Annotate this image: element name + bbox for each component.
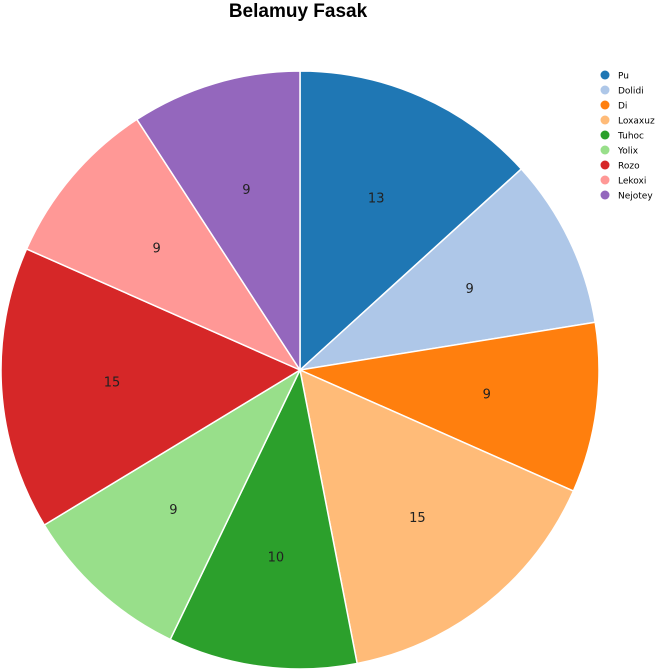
legend-item-lekoxi: Lekoxi bbox=[600, 175, 646, 187]
legend-item-tuhoc: Tuhoc bbox=[600, 130, 644, 142]
data-label-tuhoc: 10 bbox=[268, 550, 285, 565]
legend-item-nejotey: Nejotey bbox=[600, 190, 653, 202]
legend-item-dolidi: Dolidi bbox=[600, 85, 644, 97]
data-label-dolidi: 9 bbox=[466, 282, 474, 297]
data-label-pu: 13 bbox=[368, 191, 385, 206]
pie-slice-rozo bbox=[0, 247, 302, 527]
legend-label-rozo: Rozo bbox=[618, 162, 640, 172]
chart-title: Belamuy Fasak bbox=[229, 1, 368, 22]
legend-item-yolix: Yolix bbox=[600, 145, 639, 157]
pie-slice-yolix bbox=[43, 368, 302, 641]
legend-marker-dolidi bbox=[600, 85, 610, 95]
pie-slice-lekoxi bbox=[25, 118, 303, 372]
data-label-loxaxuz: 15 bbox=[409, 511, 426, 526]
legend-marker-di bbox=[600, 100, 610, 110]
legend-marker-pu bbox=[600, 70, 610, 80]
legend-label-lekoxi: Lekoxi bbox=[618, 177, 646, 187]
legend-label-tuhoc: Tuhoc bbox=[617, 132, 644, 142]
data-label-nejotey: 9 bbox=[242, 183, 250, 198]
legend-item-di: Di bbox=[600, 100, 627, 112]
legend-label-di: Di bbox=[618, 102, 627, 112]
legend-label-loxaxuz: Loxaxuz bbox=[618, 117, 655, 127]
legend-marker-rozo bbox=[600, 160, 610, 170]
pie-slice-tuhoc bbox=[169, 367, 359, 670]
legend: Pu Dolidi Di Loxaxuz Tuhoc Yolix Rozo Lekoxi Nej… bbox=[600, 70, 655, 202]
data-label-lekoxi: 9 bbox=[152, 241, 160, 256]
legend-item-rozo: Rozo bbox=[600, 160, 640, 172]
legend-item-pu: Pu bbox=[600, 70, 629, 82]
data-label-rozo: 15 bbox=[104, 376, 121, 391]
pie-slice-dolidi bbox=[297, 167, 597, 372]
pie-slice-di bbox=[297, 321, 600, 493]
legend-label-dolidi: Dolidi bbox=[618, 87, 644, 97]
data-label-di: 9 bbox=[483, 388, 491, 403]
legend-marker-loxaxuz bbox=[600, 115, 610, 125]
legend-marker-tuhoc bbox=[600, 130, 610, 140]
legend-label-nejotey: Nejotey bbox=[618, 192, 653, 202]
legend-marker-yolix bbox=[600, 145, 610, 155]
pie-slice-nejotey bbox=[135, 70, 301, 373]
legend-label-pu: Pu bbox=[618, 72, 629, 82]
legend-marker-nejotey bbox=[600, 190, 610, 200]
legend-item-loxaxuz: Loxaxuz bbox=[600, 115, 655, 127]
data-label-yolix: 9 bbox=[169, 503, 177, 518]
pie-slice-pu bbox=[299, 70, 523, 372]
pie-data-labels: 13 9 9 15 10 9 15 9 9 bbox=[104, 183, 491, 565]
legend-marker-lekoxi bbox=[600, 175, 610, 185]
legend-label-yolix: Yolix bbox=[617, 147, 639, 157]
pie-slices bbox=[0, 70, 600, 670]
pie-slice-loxaxuz bbox=[298, 368, 575, 665]
